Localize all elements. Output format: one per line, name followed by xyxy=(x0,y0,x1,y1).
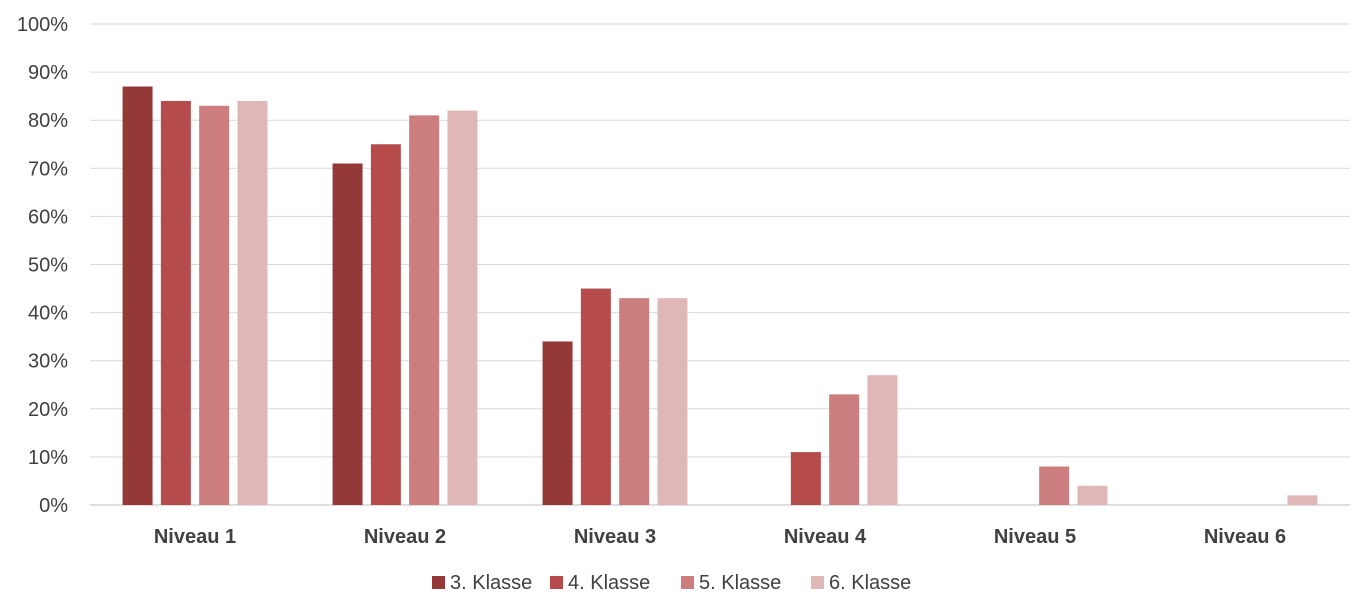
bar xyxy=(580,288,611,505)
bar xyxy=(237,100,268,506)
bar xyxy=(657,298,688,505)
y-tick-label: 20% xyxy=(28,399,68,421)
legend-label: 3. Klasse xyxy=(450,572,532,594)
y-tick-label: 90% xyxy=(28,62,68,84)
legend-swatch xyxy=(811,576,824,589)
legend-label: 5. Klasse xyxy=(699,572,781,594)
bar xyxy=(199,105,230,506)
legend-swatch xyxy=(432,576,445,589)
category-label: Niveau 1 xyxy=(154,526,236,548)
bar xyxy=(332,163,363,506)
category-label: Niveau 4 xyxy=(784,526,867,548)
bar xyxy=(619,298,650,505)
y-tick-label: 40% xyxy=(28,303,68,325)
bar xyxy=(1287,495,1318,505)
y-tick-label: 30% xyxy=(28,351,68,373)
y-tick-label: 100% xyxy=(17,14,68,36)
bar xyxy=(370,144,401,505)
bar xyxy=(160,100,191,506)
category-label: Niveau 6 xyxy=(1204,526,1286,548)
category-label: Niveau 2 xyxy=(364,526,446,548)
bar xyxy=(829,394,860,505)
y-tick-label: 50% xyxy=(28,255,68,277)
bar xyxy=(409,115,440,505)
y-tick-label: 60% xyxy=(28,206,68,228)
legend-swatch xyxy=(681,576,694,589)
bar xyxy=(790,452,821,505)
category-label: Niveau 5 xyxy=(994,526,1076,548)
bar xyxy=(542,341,573,505)
y-tick-label: 10% xyxy=(28,447,68,469)
category-label: Niveau 3 xyxy=(574,526,656,548)
y-tick-label: 0% xyxy=(39,495,68,517)
legend-label: 6. Klasse xyxy=(829,572,911,594)
bar xyxy=(1077,485,1108,505)
y-tick-label: 80% xyxy=(28,110,68,132)
bar xyxy=(1039,466,1070,505)
bar xyxy=(447,110,478,505)
bar xyxy=(122,86,153,505)
legend-label: 4. Klasse xyxy=(568,572,650,594)
bar xyxy=(867,375,898,505)
legend-swatch xyxy=(550,576,563,589)
y-tick-label: 70% xyxy=(28,158,68,180)
